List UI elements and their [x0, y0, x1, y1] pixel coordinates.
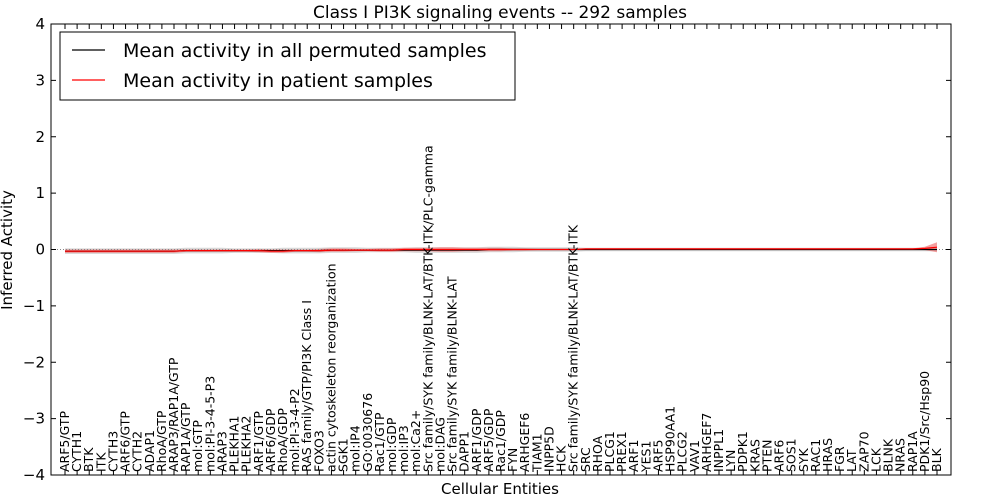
- y-tick-label: 2: [35, 128, 45, 146]
- x-tick-label: PLEKHA2: [239, 416, 254, 473]
- x-tick-label: mol:DAG: [432, 417, 447, 472]
- x-tick-label: INPP5D: [541, 426, 556, 472]
- x-tick-label: Rac1/GDP: [493, 410, 508, 472]
- x-tick-label: SOS1: [784, 438, 799, 472]
- x-tick-label: RAC1: [808, 439, 823, 472]
- x-tick-label: TIAM1: [529, 433, 544, 473]
- x-tick-label: RAP1A/GTP: [178, 402, 193, 472]
- x-tick-label: ARF1/GDP: [469, 408, 484, 472]
- x-tick-label: FYN: [505, 448, 520, 472]
- x-tick-label: DAPP1: [457, 431, 472, 472]
- x-tick-label: PDK1/Src/Hsp90: [917, 371, 932, 472]
- x-tick-label: ITK: [93, 452, 108, 472]
- x-tick-label: actin cytoskeleton reorganization: [323, 263, 338, 472]
- x-tick-label: PTEN: [759, 440, 774, 472]
- x-tick-label: mol:GDP: [384, 417, 399, 472]
- x-tick-label: mol:Ca2+: [408, 410, 423, 472]
- x-tick-label: BTK: [81, 447, 96, 472]
- x-tick-label: NRAS: [893, 438, 908, 472]
- x-tick-label: SYK: [796, 447, 811, 472]
- y-tick-label: 4: [35, 15, 45, 33]
- x-tick-label: mol:IP4: [348, 425, 363, 472]
- x-tick-label: FGR: [832, 446, 847, 472]
- legend-box: [59, 31, 516, 101]
- x-tick-label: RhoA/GTP: [154, 410, 169, 472]
- x-tick-label: HSP90AA1: [663, 406, 678, 472]
- x-axis-label: Cellular Entities: [441, 480, 559, 498]
- x-tick-label: ARF5: [650, 440, 665, 472]
- y-tick-label: −3: [23, 410, 45, 428]
- y-tick-label: −4: [23, 466, 45, 484]
- x-tick-label: YES1: [638, 441, 653, 473]
- x-tick-label: Src family/SYK family/BLNK-LAT: [445, 276, 460, 472]
- x-tick-label: CYTH2: [130, 431, 145, 472]
- x-tick-label: ARF1/GTP: [251, 411, 266, 472]
- bands-layer: [65, 242, 937, 254]
- y-axis: −4 −3 −2 −1 0 1 2 3 4: [23, 15, 951, 484]
- x-tick-label: PREX1: [614, 431, 629, 472]
- legend-label-patient: Mean activity in patient samples: [123, 70, 433, 92]
- x-tick-label: PLEKHA1: [227, 416, 242, 473]
- legend: Mean activity in all permuted samples Me…: [59, 31, 516, 101]
- x-tick-label: ARAP3/RAP1A/GTP: [166, 357, 181, 472]
- y-tick-label: 3: [35, 71, 45, 89]
- x-tick-label: Src family/SYK family/BLNK-LAT/BTK-ITK/P…: [420, 145, 435, 472]
- x-tick-label: HRAS: [820, 438, 835, 472]
- x-tick-label: mol:GTP: [190, 420, 205, 472]
- x-tick-label: ARF5/GTP: [57, 411, 72, 472]
- x-tick-label: LCK: [868, 447, 883, 472]
- x-tick-label: LAT: [844, 449, 859, 472]
- x-tick-label: LYN: [723, 450, 738, 472]
- x-tick-label: ZAP70: [856, 431, 871, 472]
- x-tick-label: mol:PI-3-4-5-P3: [202, 376, 217, 472]
- x-tick-label: ARF6: [772, 440, 787, 472]
- x-tick-label: SGK1: [336, 438, 351, 472]
- x-tick-label: mol:PI-3-4-P2: [287, 388, 302, 472]
- x-tick-label: CYTH3: [105, 431, 120, 472]
- x-tick-label: ARAP3: [214, 431, 229, 472]
- x-tick-label: FOXO3: [311, 430, 326, 472]
- y-tick-label: 0: [35, 241, 45, 259]
- x-tick-label: ARHGEF6: [517, 413, 532, 472]
- lines-layer: [51, 246, 951, 252]
- x-tick-label: SRC: [578, 447, 593, 472]
- y-axis-label: Inferred Activity: [0, 190, 16, 310]
- x-tick-label: BLNK: [881, 438, 896, 472]
- x-tick-label: ARF1: [626, 440, 641, 472]
- x-tick-label: PLCG2: [675, 431, 690, 472]
- x-tick-label: PDPK1: [735, 431, 750, 472]
- series-line-patient: [65, 246, 938, 252]
- y-tick-label: −1: [23, 297, 45, 315]
- x-tick-label: RAS family/GTP/PI3K Class I: [299, 300, 314, 472]
- x-tick-label: mol:IP3: [396, 425, 411, 472]
- x-tick-label: ARF6/GTP: [118, 411, 133, 472]
- x-tick-label: RAP1A: [905, 431, 920, 472]
- x-tick-label: VAV1: [687, 440, 702, 472]
- y-tick-label: 1: [35, 184, 45, 202]
- x-tick-label: INPPL1: [711, 429, 726, 472]
- x-axis: ARF5/GTPCYTH1BTKITKCYTH3ARF6/GTPCYTH2ADA…: [57, 24, 944, 475]
- x-tick-label: Rac1/GTP: [372, 412, 387, 472]
- x-tick-label: KRAS: [747, 439, 762, 472]
- legend-label-permuted: Mean activity in all permuted samples: [123, 40, 486, 62]
- x-tick-label: RHOA: [590, 435, 605, 472]
- x-tick-label: GO:0030676: [360, 393, 375, 472]
- x-tick-label: ADAP1: [142, 430, 157, 472]
- x-tick-label: ARF5/GDP: [481, 408, 496, 472]
- x-tick-label: RhoA/GDP: [275, 408, 290, 472]
- x-tick-label: BLK: [929, 447, 944, 472]
- x-tick-label: HCK: [554, 445, 569, 472]
- x-tick-label: CYTH1: [69, 431, 84, 472]
- x-tick-label: Src family/SYK family/BLNK-LAT/BTK-ITK: [566, 224, 581, 472]
- chart-title: Class I PI3K signaling events -- 292 sam…: [313, 3, 687, 23]
- x-tick-label: ARHGEF7: [699, 413, 714, 472]
- x-tick-label: PLCG1: [602, 431, 617, 472]
- x-tick-label: ARF6/GDP: [263, 408, 278, 472]
- y-tick-label: −2: [23, 353, 45, 371]
